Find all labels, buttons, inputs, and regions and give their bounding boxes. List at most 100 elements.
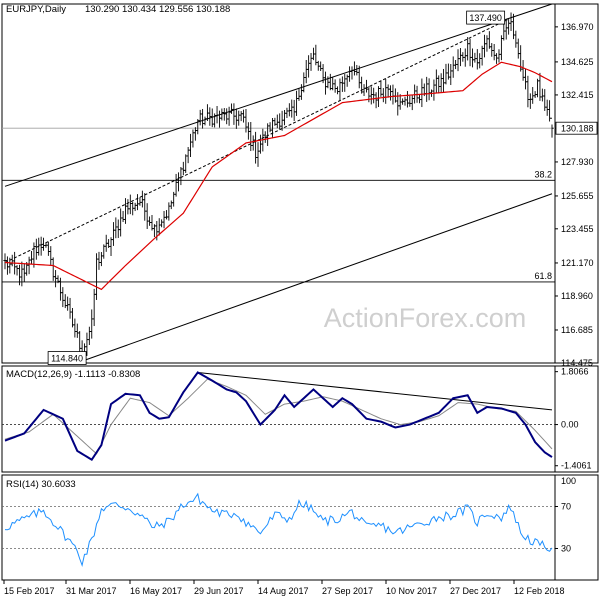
macd-axis-label: -1.4061 bbox=[561, 461, 592, 471]
price-bar bbox=[174, 173, 178, 197]
rsi-axis-label: 30 bbox=[561, 544, 571, 554]
price-bar bbox=[227, 106, 231, 126]
price-bar bbox=[282, 109, 287, 126]
macd-panel-title: MACD(12,26,9) -1.1113 -0.8308 bbox=[6, 369, 140, 380]
price-bar bbox=[490, 43, 494, 57]
price-bar bbox=[160, 219, 164, 228]
price-bar bbox=[94, 253, 99, 300]
price-bar bbox=[164, 210, 169, 220]
price-bar bbox=[456, 49, 460, 72]
price-bar bbox=[360, 76, 364, 94]
price-bar bbox=[3, 253, 7, 270]
rsi-axis-label: 100 bbox=[561, 476, 576, 486]
price-bar bbox=[116, 219, 120, 238]
price-bar bbox=[386, 84, 390, 98]
price-bar bbox=[99, 252, 103, 267]
price-bar bbox=[408, 95, 412, 107]
price-bar bbox=[287, 103, 291, 117]
price-bar bbox=[51, 257, 55, 281]
price-bar bbox=[169, 200, 173, 210]
price-annotation-label: 137.490 bbox=[469, 13, 502, 23]
price-bar bbox=[268, 122, 272, 133]
price-panel-frame bbox=[1, 3, 599, 364]
price-bar bbox=[241, 109, 246, 123]
price-annotation-box bbox=[466, 10, 506, 25]
price-bar bbox=[140, 190, 144, 208]
price-annotation-box bbox=[47, 351, 87, 365]
price-bar bbox=[540, 88, 544, 102]
price-bar bbox=[391, 84, 395, 105]
price-bar bbox=[333, 79, 337, 93]
price-bar bbox=[425, 76, 429, 102]
price-bar bbox=[444, 63, 448, 85]
price-bar bbox=[439, 73, 443, 92]
price-bar bbox=[61, 287, 65, 308]
price-bar bbox=[441, 68, 446, 93]
price-bar bbox=[369, 86, 373, 105]
watermark: ActionForex.com bbox=[324, 303, 527, 333]
price-bar bbox=[417, 94, 422, 104]
price-bar bbox=[297, 88, 301, 101]
price-bar bbox=[449, 63, 453, 86]
price-bar bbox=[372, 87, 376, 104]
price-bar bbox=[413, 84, 417, 104]
x-axis-label: 12 Feb 2018 bbox=[514, 586, 565, 596]
price-bar bbox=[73, 318, 77, 338]
price-bar bbox=[434, 69, 438, 94]
macd-panel-frame bbox=[1, 365, 599, 473]
price-bar bbox=[516, 38, 520, 59]
price-bar bbox=[458, 48, 463, 67]
price-axis-label: 134.625 bbox=[561, 57, 594, 67]
price-bar bbox=[403, 96, 407, 106]
price-bar bbox=[355, 64, 359, 76]
price-bar bbox=[49, 246, 53, 265]
price-axis-label: 125.655 bbox=[561, 191, 594, 201]
price-bar bbox=[133, 202, 137, 212]
x-axis: 15 Feb 2017 31 Mar 2017 16 May 2017 29 Jun … bbox=[3, 580, 565, 596]
price-bar bbox=[90, 309, 94, 339]
price-bar bbox=[5, 256, 10, 275]
price-bar bbox=[184, 154, 188, 173]
price-bar bbox=[302, 72, 306, 93]
price-bar bbox=[497, 49, 501, 63]
price-bar bbox=[514, 30, 518, 48]
price-bar bbox=[20, 261, 24, 287]
price-bar bbox=[217, 110, 222, 128]
price-bar bbox=[109, 237, 113, 256]
price-bar bbox=[239, 111, 243, 122]
price-bar bbox=[492, 44, 496, 61]
price-axis-label: 127.930 bbox=[561, 157, 594, 167]
price-panel: EURJPY,Daily 130.290 130.434 129.556 130… bbox=[1, 3, 599, 368]
price-bar bbox=[119, 208, 123, 237]
price-bar bbox=[68, 297, 72, 319]
price-bar bbox=[275, 114, 279, 129]
price-bar bbox=[181, 161, 185, 176]
price-bar bbox=[179, 166, 183, 186]
price-bar bbox=[229, 103, 234, 114]
channel-trendline bbox=[81, 193, 553, 362]
price-bar bbox=[114, 217, 118, 239]
price-bar bbox=[328, 73, 332, 91]
rsi-panel: RSI(14) 30.6033 100 70 30 bbox=[1, 474, 599, 581]
price-bar bbox=[482, 34, 487, 58]
price-bar bbox=[75, 323, 79, 338]
price-bar bbox=[145, 203, 149, 229]
price-bar bbox=[128, 194, 132, 215]
price-bar bbox=[309, 53, 313, 71]
price-axis-label: 136.970 bbox=[561, 22, 594, 32]
price-bar bbox=[222, 108, 226, 121]
price-bar bbox=[126, 199, 130, 215]
price-bar bbox=[352, 61, 357, 76]
ohlc-readout: 130.290 130.434 129.556 130.188 bbox=[85, 4, 230, 15]
price-bar bbox=[162, 210, 166, 229]
price-bar bbox=[278, 113, 282, 130]
price-bar bbox=[87, 326, 91, 346]
price-axis-label: 123.455 bbox=[561, 224, 594, 234]
price-bar bbox=[251, 135, 255, 151]
rsi-panel-title: RSI(14) 30.6033 bbox=[6, 479, 76, 490]
price-bar bbox=[138, 197, 142, 206]
channel-trendline bbox=[4, 3, 553, 187]
price-bar bbox=[188, 133, 193, 158]
price-bar bbox=[15, 265, 19, 276]
